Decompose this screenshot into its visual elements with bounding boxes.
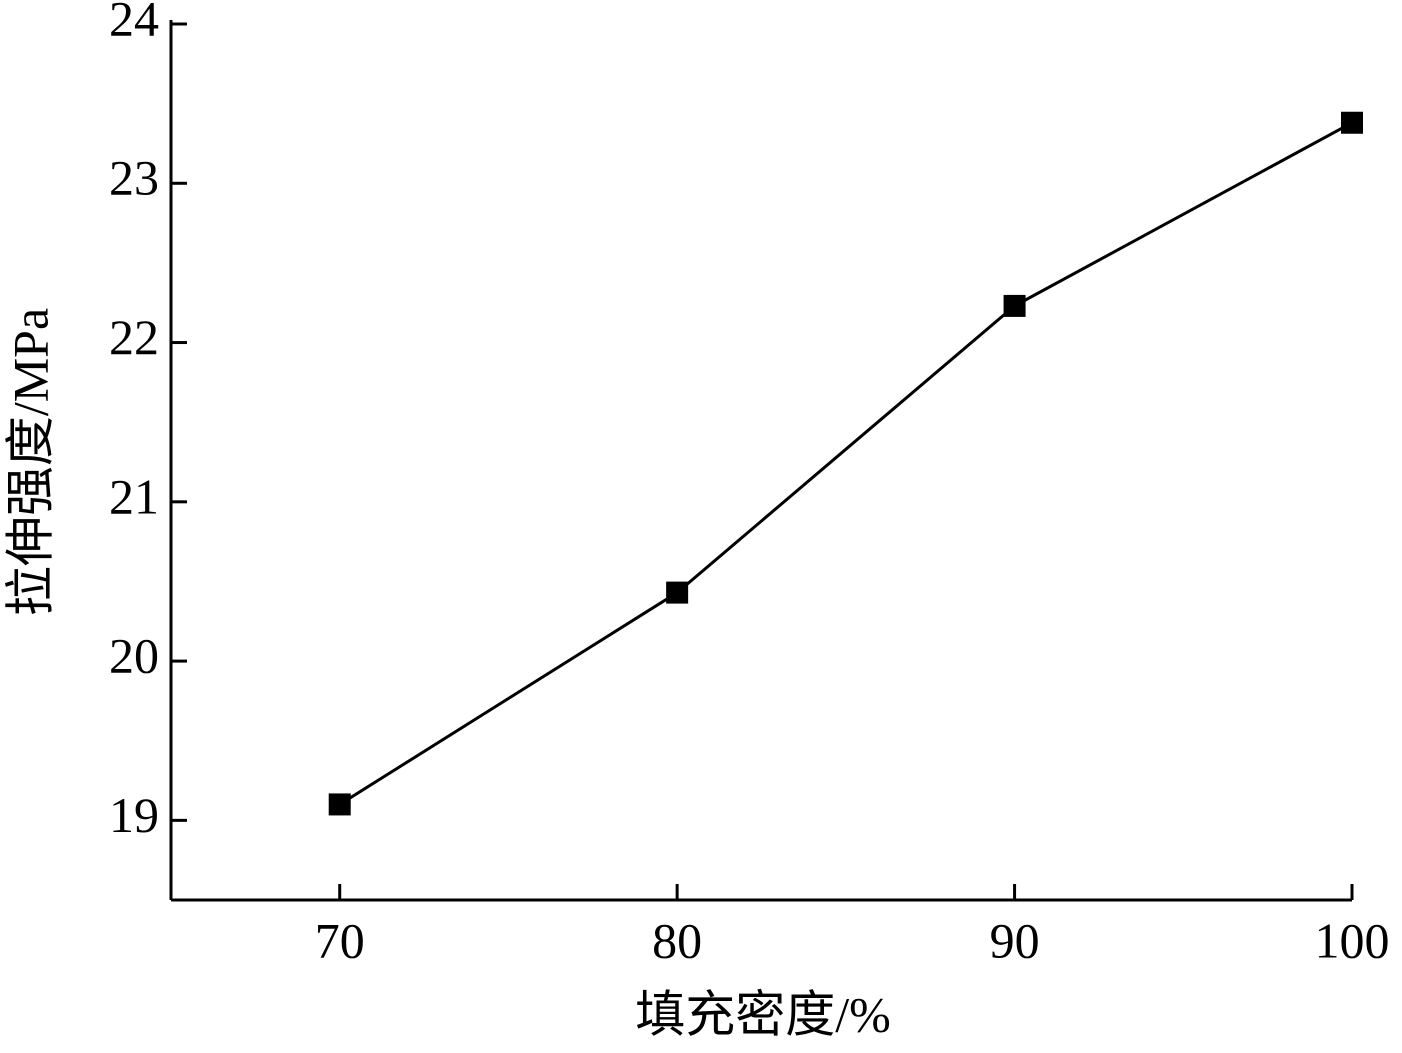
- marker: [1341, 111, 1363, 134]
- line: [338, 121, 1353, 806]
- y-tick-label: 20: [109, 628, 159, 684]
- y-tick-label: 21: [109, 468, 159, 524]
- x-tick-label: 90: [990, 912, 1040, 968]
- y-axis-label: 拉伸强度/MPa: [2, 308, 58, 616]
- x-tick-label: 70: [315, 912, 365, 968]
- marker: [328, 793, 351, 816]
- x-tick-label: 100: [1315, 912, 1390, 968]
- x-axis-label: 填充密度/%: [635, 986, 891, 1042]
- marker: [666, 581, 689, 604]
- y-tick-label: 23: [109, 150, 159, 206]
- y-tick-label: 22: [109, 309, 159, 365]
- marker: [1003, 294, 1026, 317]
- x-tick-label: 80: [652, 912, 702, 968]
- y-tick-label: 19: [109, 787, 159, 843]
- y-tick-label: 24: [109, 0, 159, 46]
